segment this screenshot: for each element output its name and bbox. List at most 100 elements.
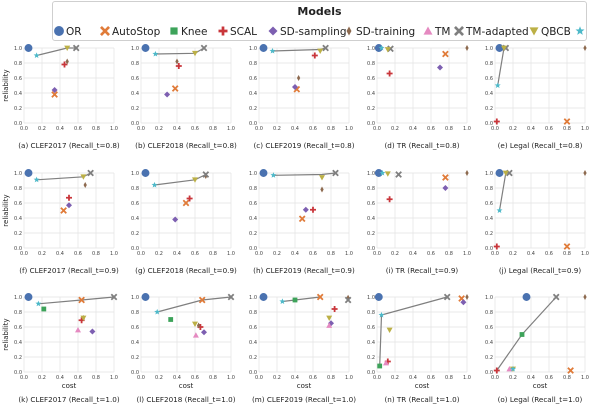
x-axis-label: cost <box>415 382 430 390</box>
series-line <box>36 47 77 57</box>
point-scal <box>386 70 393 77</box>
x-tick-label: 0.4 <box>56 375 64 381</box>
y-tick-label: 1.0 <box>249 171 257 177</box>
y-tick-label: 0.0 <box>14 370 22 376</box>
x-tick-label: 0.2 <box>509 251 517 257</box>
x-tick-label: 0.6 <box>191 251 199 257</box>
y-tick-label: 0.4 <box>131 91 139 97</box>
series-line <box>154 173 207 186</box>
x-tick-label: 0.2 <box>273 251 281 257</box>
point-or <box>374 44 383 52</box>
x-tick-label: 0.2 <box>391 251 399 257</box>
point-or <box>259 44 268 52</box>
point-sd-training <box>65 58 69 65</box>
x-tick-label: 0.0 <box>491 126 499 132</box>
point-autostop <box>182 199 190 207</box>
point-autostop <box>171 85 179 92</box>
point-autostop <box>563 118 571 125</box>
point-qbcb <box>386 327 393 333</box>
subplot-caption: (e) Legal (Recall_t=0.8) <box>498 141 583 150</box>
point-sd-training <box>320 186 324 193</box>
point-qbcb <box>192 321 198 327</box>
legend-label: Knee <box>181 26 207 38</box>
y-tick-label: 0.8 <box>249 186 257 192</box>
y-tick-label: 0.4 <box>367 91 375 97</box>
point-sd-training <box>175 58 179 65</box>
x-tick-label: 0.6 <box>545 126 553 132</box>
subplot-caption: (j) Legal (Recall_t=0.9) <box>499 266 582 275</box>
y-tick-label: 0.2 <box>249 106 257 112</box>
point-scal <box>311 52 318 59</box>
y-tick-label: 0.4 <box>485 216 493 222</box>
y-tick-label: 0.6 <box>249 76 257 82</box>
x-tick-label: 0.8 <box>209 251 217 257</box>
series-line <box>496 296 557 371</box>
point-autostop <box>198 296 206 304</box>
x-tick-label: 0.4 <box>409 375 417 381</box>
legend-label: QBCB <box>541 26 571 38</box>
x-tick-label: 0.4 <box>527 126 535 132</box>
point-sd-sampling <box>302 206 309 213</box>
point-ip-h <box>33 176 40 183</box>
x-tick-label: 0.0 <box>137 375 145 381</box>
point-tm-adapted <box>227 293 235 301</box>
point-scal <box>197 324 204 330</box>
x-tick-label: 0.6 <box>545 375 553 381</box>
point-tm-adapted <box>110 293 118 301</box>
point-knee <box>292 297 298 303</box>
point-autostop <box>442 174 449 181</box>
point-scal <box>493 367 500 374</box>
point-qbcb <box>80 315 87 321</box>
x-tick-label: 0.6 <box>74 375 82 381</box>
y-tick-label: 0.8 <box>367 186 375 192</box>
triangle-down-icon <box>529 27 539 36</box>
x-tick-label: 0.8 <box>327 251 335 257</box>
point-qbcb <box>326 315 333 321</box>
y-tick-label: 0.0 <box>131 370 139 376</box>
y-tick-label: 0.0 <box>131 121 139 127</box>
subplot-caption: (a) CLEF2017 (Recall_t=0.8) <box>18 141 120 150</box>
x-tick-label: 0.6 <box>309 375 317 381</box>
y-tick-label: 0.4 <box>485 91 493 97</box>
subplot-10: 0.00.0 0.2 0.2 0.4 0.4 0.6 0.6 0.8 0.8 1.0 1.0 (j) … <box>485 169 589 275</box>
point-sd-sampling <box>172 216 179 223</box>
y-tick-label: 0.2 <box>131 106 139 112</box>
point-sd-sampling <box>66 202 72 209</box>
point-or <box>24 169 33 177</box>
y-axis-label: reliability <box>2 194 10 226</box>
x-axis-label: cost <box>533 382 548 390</box>
y-tick-label: 0.4 <box>367 216 375 222</box>
point-ip-h <box>151 181 158 188</box>
point-autostop <box>442 50 449 58</box>
point-tm-adapted <box>72 44 80 52</box>
point-ip-h <box>279 298 286 305</box>
x-tick-label: 0.0 <box>20 251 28 257</box>
y-tick-label: 0.4 <box>249 91 257 97</box>
y-tick-label: 0.0 <box>131 246 139 252</box>
x-tick-label: 0.6 <box>427 375 435 381</box>
x-tick-label: 0.2 <box>155 375 163 381</box>
point-qbcb <box>192 50 198 57</box>
y-tick-label: 1.0 <box>14 295 22 301</box>
point-tm-adapted <box>395 171 402 178</box>
point-knee <box>377 363 383 369</box>
point-tm <box>192 332 199 338</box>
point-scal <box>386 196 393 203</box>
point-or <box>141 293 150 301</box>
y-tick-label: 0.2 <box>14 355 22 361</box>
y-tick-label: 0.4 <box>485 340 493 346</box>
y-tick-label: 0.6 <box>367 201 375 207</box>
x-tick-label: 0.4 <box>527 375 535 381</box>
y-tick-label: 0.2 <box>367 355 375 361</box>
point-sd-sampling <box>460 299 467 306</box>
x-tick-label: 0.8 <box>327 126 335 132</box>
plus-icon <box>218 26 228 36</box>
x-tick-label: 1.0 <box>227 251 235 257</box>
y-tick-label: 0.0 <box>485 121 493 127</box>
point-ip-h <box>494 82 501 89</box>
point-autostop <box>60 207 67 214</box>
point-sd-training <box>296 75 301 81</box>
point-scal <box>78 317 85 324</box>
x-tick-label: 0.4 <box>173 251 181 257</box>
y-tick-label: 0.8 <box>131 310 139 316</box>
